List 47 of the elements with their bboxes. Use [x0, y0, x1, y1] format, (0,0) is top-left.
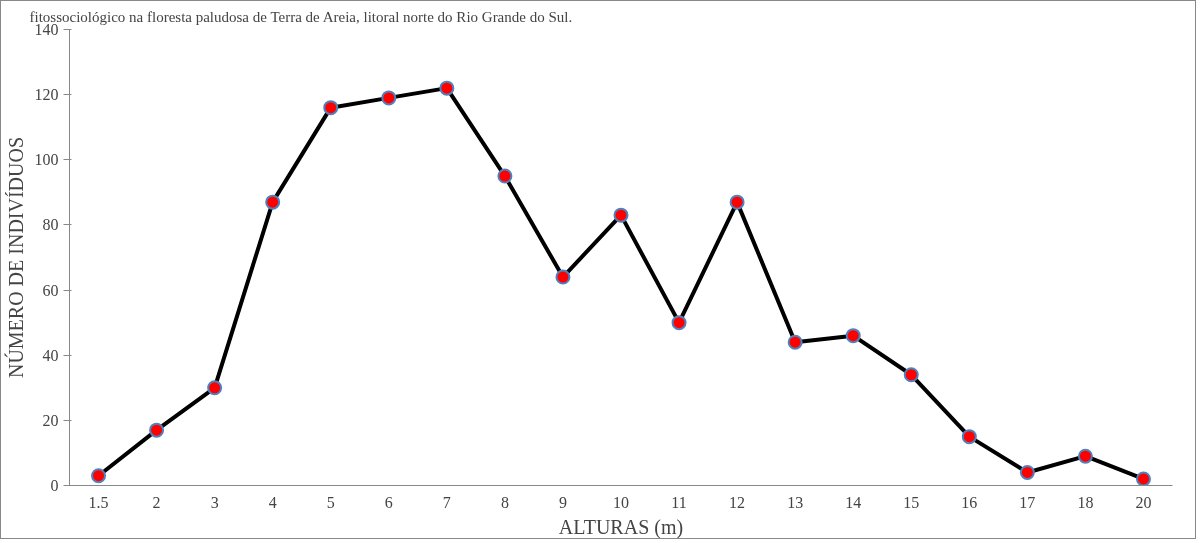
y-tick-label: 60 — [42, 281, 59, 299]
x-tick-label: 11 — [671, 493, 687, 511]
point — [787, 334, 803, 350]
y-tick-label: 100 — [34, 151, 59, 169]
x-tick-label: 20 — [1135, 493, 1152, 511]
point — [903, 367, 919, 383]
point — [323, 100, 339, 116]
x-tick-label: 13 — [787, 493, 804, 511]
x-tick-label: 6 — [384, 493, 393, 511]
y-axis-title: NÚMERO DE INDIVÍDUOS — [3, 136, 27, 379]
point — [1135, 471, 1151, 486]
point — [439, 80, 455, 96]
point — [207, 380, 223, 396]
x-tick-label: 3 — [210, 493, 219, 511]
point — [1019, 464, 1035, 480]
x-tick-label: 10 — [613, 493, 629, 511]
y-tick-label: 40 — [42, 346, 59, 364]
x-tick-label: 2 — [152, 493, 161, 511]
y-tick-label: 80 — [42, 216, 59, 234]
x-tick-label: 5 — [326, 493, 335, 511]
point — [265, 194, 281, 210]
point — [671, 315, 687, 331]
x-tick-label: 9 — [558, 493, 567, 511]
x-tick-label: 4 — [268, 493, 277, 511]
y-tick-label: 20 — [42, 411, 59, 429]
point — [91, 468, 107, 484]
point — [845, 328, 861, 344]
x-tick-label: 1.5 — [88, 493, 109, 511]
point — [497, 168, 513, 184]
x-tick-label: 18 — [1077, 493, 1094, 511]
x-tick-label: 16 — [961, 493, 978, 511]
x-tick-label: 14 — [845, 493, 862, 511]
point — [729, 194, 745, 210]
point — [613, 207, 629, 223]
x-tick-label: 17 — [1019, 493, 1036, 511]
point — [961, 429, 977, 445]
point — [555, 269, 571, 285]
point — [149, 422, 165, 438]
x-tick-label: 7 — [442, 493, 451, 511]
x-tick-label: 12 — [729, 493, 746, 511]
x-tick-label: 8 — [500, 493, 509, 511]
y-tick-label: 0 — [50, 477, 59, 494]
x-axis-title: ALTURAS (m) — [558, 515, 684, 539]
point — [1077, 448, 1093, 464]
y-tick-label: 120 — [34, 86, 59, 104]
x-tick-label: 15 — [903, 493, 920, 511]
point — [381, 90, 397, 106]
